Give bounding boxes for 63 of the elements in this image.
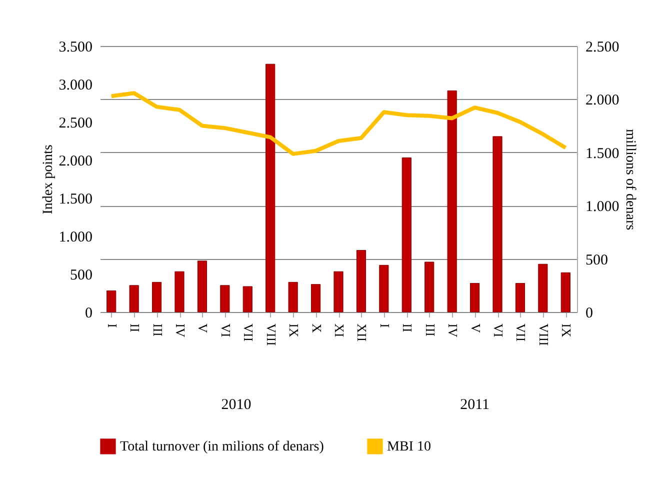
x-tick-label: VIII [536, 324, 552, 346]
text: 2011 [460, 397, 490, 413]
bar [266, 64, 276, 312]
x-tick-label: V [468, 324, 484, 334]
y-tick-label: 0 [85, 306, 92, 322]
x-tick-label: XI [332, 324, 347, 338]
bar [402, 157, 412, 312]
bar [129, 285, 139, 312]
y2-tick-label: 1.000 [586, 199, 620, 216]
bar [242, 286, 252, 312]
x-tick-label: X [309, 324, 324, 334]
x-tick-label: I [104, 324, 120, 328]
x-tick-label: II [400, 324, 416, 332]
text: 2010 [221, 397, 252, 413]
x-tick-label: IV [446, 324, 461, 338]
x-tick-label: II [128, 324, 143, 332]
bar [424, 262, 434, 312]
bar [560, 272, 570, 312]
y-tick-label: 1.500 [58, 192, 92, 208]
x-tick-label: IX [559, 324, 574, 338]
bar [515, 283, 526, 312]
x-tick-label: VI [218, 324, 234, 338]
y2-tick-label: 1.500 [586, 146, 620, 162]
x-tick-label: VI [491, 324, 506, 338]
bar [492, 136, 502, 312]
x-tick-label: I [377, 324, 392, 328]
x-tick-label: IV [173, 324, 188, 338]
bar [220, 285, 230, 312]
y-tick-label: 3.000 [58, 78, 92, 94]
x-tick-label: V [196, 324, 211, 334]
x-tick-label: IX [286, 324, 302, 338]
x-tick-label: III [422, 324, 438, 336]
y-tick-label: 500 [70, 268, 92, 284]
line-series [109, 91, 568, 156]
y-axis-title: Index points [40, 144, 56, 214]
y2-tick-label: 2.500 [586, 40, 620, 56]
bar [288, 282, 298, 312]
y2-tick-label: 0 [586, 306, 593, 322]
x-tick-label: VII [514, 324, 529, 342]
bar [538, 264, 548, 312]
y2-tick-label: 2.000 [586, 92, 620, 109]
bar [334, 271, 344, 312]
x-tick-label: III [150, 324, 166, 336]
y2-tick-label: 500 [586, 252, 608, 268]
x-tick-label: VII [241, 324, 256, 342]
legend-label: MBI 10 [387, 439, 431, 454]
bar [470, 283, 480, 312]
bar [356, 250, 366, 312]
x-tick-label: XII [354, 324, 370, 342]
bar [106, 290, 116, 312]
y-tick-label: 2.500 [58, 116, 92, 132]
bar [447, 90, 457, 312]
y-tick-label: 2.000 [58, 154, 92, 170]
y-tick-label: 3.500 [58, 40, 92, 56]
bar [379, 264, 389, 312]
x-tick-label: VIII [264, 324, 279, 346]
bar [152, 282, 162, 312]
legend-label: Total turnover (in milions of denars) [120, 439, 324, 454]
y-tick-label: 1.000 [58, 230, 92, 246]
bar [174, 271, 184, 312]
bar [310, 284, 321, 312]
bar [197, 260, 208, 312]
y2-axis-title: millions of denars [622, 128, 638, 230]
